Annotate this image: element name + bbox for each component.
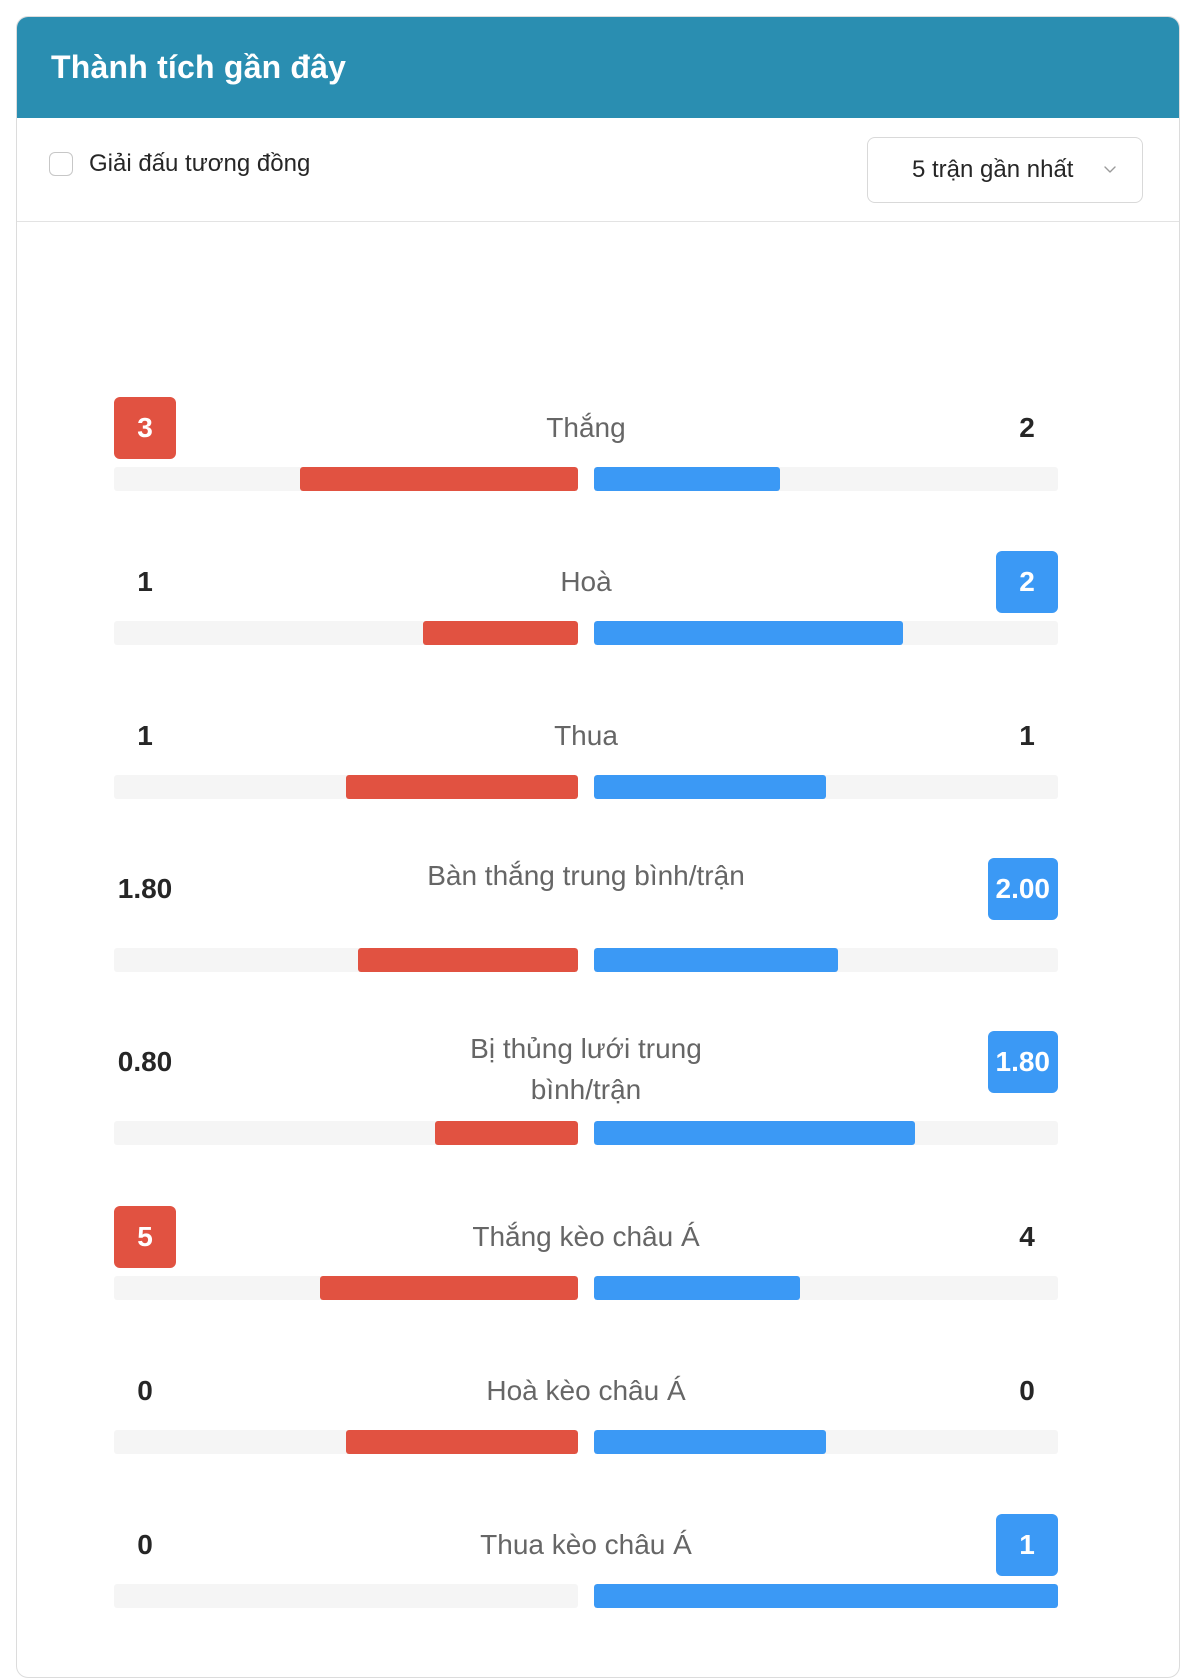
select-value: 5 trận gần nhất	[912, 156, 1074, 183]
home-value: 0	[137, 1529, 153, 1560]
away-value: 4	[1019, 1221, 1035, 1252]
stat-label: Bị thủng lưới trung bình/trận	[470, 1033, 702, 1105]
stat-label: Hoà kèo châu Á	[486, 1375, 686, 1406]
away-bar-track	[594, 775, 1058, 799]
home-bar	[320, 1276, 578, 1300]
home-bar	[346, 1430, 578, 1454]
away-bar-track	[594, 948, 1058, 972]
home-value: 5	[114, 1206, 176, 1268]
home-bar-track	[114, 948, 578, 972]
away-bar-track	[594, 467, 1058, 491]
away-bar	[594, 1276, 800, 1300]
away-bar	[594, 467, 780, 491]
card-header: Thành tích gần đây	[17, 17, 1179, 118]
away-value: 0	[1019, 1375, 1035, 1406]
away-bar	[594, 1584, 1058, 1608]
home-value: 0	[137, 1375, 153, 1406]
home-bar	[358, 948, 578, 972]
checkbox-label[interactable]: Giải đấu tương đồng	[89, 150, 311, 177]
similar-league-checkbox[interactable]: Giải đấu tương đồng	[49, 150, 310, 178]
home-bar-track	[114, 1430, 578, 1454]
away-value: 2	[1019, 412, 1035, 443]
away-value: 1	[1019, 720, 1035, 751]
home-value: 0.80	[117, 1046, 173, 1077]
home-value: 1	[137, 566, 153, 597]
checkbox-box[interactable]	[49, 152, 73, 176]
home-bar	[346, 775, 578, 799]
away-bar-track	[594, 621, 1058, 645]
card-title: Thành tích gần đây	[51, 49, 347, 85]
home-bar-track	[114, 621, 578, 645]
chevron-down-icon	[1104, 166, 1116, 173]
away-bar	[594, 621, 903, 645]
home-bar-track	[114, 467, 578, 491]
home-bar-track	[114, 1276, 578, 1300]
filter-bar: Giải đấu tương đồng 5 trận gần nhất	[17, 118, 1179, 222]
home-bar	[300, 467, 578, 491]
home-bar	[435, 1121, 578, 1145]
home-bar	[423, 621, 578, 645]
stat-label: Thắng kèo châu Á	[472, 1221, 700, 1252]
stat-label: Thua	[554, 720, 618, 751]
away-bar-track	[594, 1584, 1058, 1608]
home-value: 3	[114, 397, 176, 459]
stat-label: Thua kèo châu Á	[480, 1529, 692, 1560]
home-bar-track	[114, 1584, 578, 1608]
away-bar-track	[594, 1430, 1058, 1454]
away-value: 1	[996, 1514, 1058, 1576]
recent-form-card: Thành tích gần đây Giải đấu tương đồng 5…	[16, 16, 1180, 1678]
home-bar-track	[114, 1121, 578, 1145]
away-bar-track	[594, 1121, 1058, 1145]
away-bar	[594, 1121, 915, 1145]
away-bar	[594, 775, 826, 799]
home-value: 1.80	[117, 873, 173, 904]
home-bar-track	[114, 775, 578, 799]
away-value: 2.00	[987, 858, 1058, 920]
stat-label: Hoà	[560, 566, 612, 597]
away-value: 1.80	[987, 1031, 1058, 1093]
match-count-select[interactable]: 5 trận gần nhất	[867, 137, 1143, 203]
stat-label: Bàn thắng trung bình/trận	[427, 860, 745, 891]
away-bar-track	[594, 1276, 1058, 1300]
stat-label: Thắng	[546, 412, 626, 443]
home-value: 1	[137, 720, 153, 751]
away-value: 2	[996, 551, 1058, 613]
away-bar	[594, 1430, 826, 1454]
away-bar	[594, 948, 838, 972]
